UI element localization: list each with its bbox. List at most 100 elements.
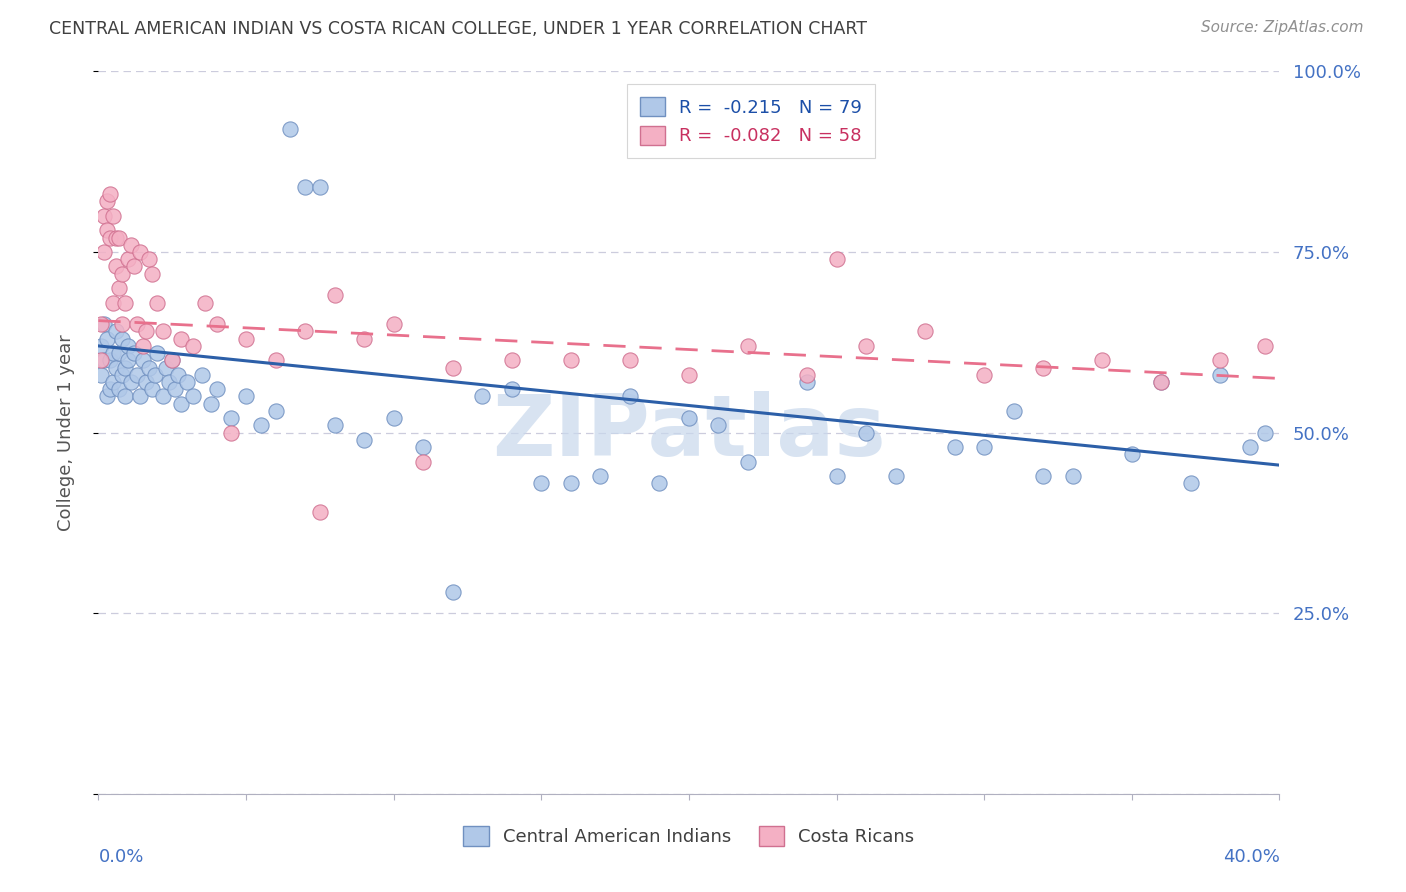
Point bbox=[191, 368, 214, 382]
Point bbox=[353, 433, 375, 447]
Point bbox=[105, 325, 128, 339]
Point bbox=[114, 389, 136, 403]
Point bbox=[143, 368, 166, 382]
Point bbox=[235, 389, 257, 403]
Point bbox=[98, 230, 121, 244]
Text: Source: ZipAtlas.com: Source: ZipAtlas.com bbox=[1201, 20, 1364, 35]
Point bbox=[111, 332, 134, 346]
Point bbox=[103, 209, 125, 223]
Point bbox=[943, 440, 966, 454]
Point bbox=[105, 230, 128, 244]
Point bbox=[96, 194, 118, 209]
Text: 0.0%: 0.0% bbox=[98, 848, 143, 866]
Point bbox=[1254, 425, 1277, 440]
Point bbox=[117, 353, 139, 368]
Text: ZIPatlas: ZIPatlas bbox=[492, 391, 886, 475]
Point bbox=[441, 584, 464, 599]
Point bbox=[90, 353, 112, 368]
Point bbox=[200, 397, 222, 411]
Point bbox=[165, 382, 187, 396]
Point bbox=[973, 440, 995, 454]
Point bbox=[1180, 476, 1202, 491]
Point bbox=[90, 339, 112, 353]
Point bbox=[1209, 368, 1232, 382]
Point bbox=[155, 360, 177, 375]
Point bbox=[323, 288, 346, 302]
Point bbox=[93, 244, 115, 259]
Point bbox=[501, 382, 523, 396]
Point bbox=[353, 332, 375, 346]
Point bbox=[117, 252, 139, 267]
Point bbox=[205, 318, 228, 332]
Point bbox=[382, 411, 405, 425]
Point bbox=[93, 209, 115, 223]
Point bbox=[125, 318, 148, 332]
Point bbox=[170, 332, 193, 346]
Text: 40.0%: 40.0% bbox=[1223, 848, 1279, 866]
Point bbox=[141, 382, 163, 396]
Point bbox=[855, 339, 877, 353]
Point bbox=[309, 505, 332, 519]
Point bbox=[678, 411, 700, 425]
Point bbox=[471, 389, 494, 403]
Point bbox=[619, 353, 641, 368]
Point bbox=[98, 382, 121, 396]
Point bbox=[96, 223, 118, 237]
Point bbox=[138, 252, 160, 267]
Point bbox=[93, 353, 115, 368]
Point bbox=[825, 252, 848, 267]
Point bbox=[221, 425, 243, 440]
Point bbox=[1150, 375, 1173, 389]
Point bbox=[111, 267, 134, 281]
Point bbox=[412, 440, 434, 454]
Point bbox=[737, 339, 759, 353]
Point bbox=[1254, 339, 1277, 353]
Point bbox=[132, 353, 155, 368]
Point bbox=[194, 295, 217, 310]
Point bbox=[250, 418, 273, 433]
Point bbox=[323, 418, 346, 433]
Point bbox=[264, 404, 287, 418]
Point bbox=[560, 476, 582, 491]
Point bbox=[221, 411, 243, 425]
Point bbox=[170, 397, 193, 411]
Y-axis label: College, Under 1 year: College, Under 1 year bbox=[56, 334, 75, 531]
Legend: Central American Indians, Costa Ricans: Central American Indians, Costa Ricans bbox=[457, 819, 921, 854]
Point bbox=[93, 318, 115, 332]
Point bbox=[96, 332, 118, 346]
Point bbox=[114, 360, 136, 375]
Point bbox=[122, 260, 145, 274]
Point bbox=[737, 454, 759, 468]
Point bbox=[589, 469, 612, 483]
Point bbox=[135, 375, 157, 389]
Point bbox=[648, 476, 671, 491]
Point bbox=[1209, 353, 1232, 368]
Point bbox=[1062, 469, 1084, 483]
Point bbox=[412, 454, 434, 468]
Point bbox=[1150, 375, 1173, 389]
Point bbox=[108, 346, 131, 360]
Point bbox=[181, 339, 204, 353]
Point bbox=[707, 418, 730, 433]
Point bbox=[128, 244, 150, 259]
Point bbox=[105, 360, 128, 375]
Point bbox=[141, 267, 163, 281]
Point bbox=[138, 360, 160, 375]
Point bbox=[1121, 447, 1143, 461]
Point bbox=[501, 353, 523, 368]
Point bbox=[1091, 353, 1114, 368]
Point bbox=[108, 230, 131, 244]
Point bbox=[128, 389, 150, 403]
Text: CENTRAL AMERICAN INDIAN VS COSTA RICAN COLLEGE, UNDER 1 YEAR CORRELATION CHART: CENTRAL AMERICAN INDIAN VS COSTA RICAN C… bbox=[49, 20, 868, 37]
Point bbox=[111, 368, 134, 382]
Point bbox=[117, 339, 139, 353]
Point bbox=[1002, 404, 1025, 418]
Point bbox=[796, 368, 818, 382]
Point bbox=[678, 368, 700, 382]
Point bbox=[309, 180, 332, 194]
Point bbox=[162, 353, 183, 368]
Point bbox=[1032, 360, 1054, 375]
Point bbox=[108, 281, 131, 295]
Point bbox=[619, 389, 641, 403]
Point bbox=[146, 346, 169, 360]
